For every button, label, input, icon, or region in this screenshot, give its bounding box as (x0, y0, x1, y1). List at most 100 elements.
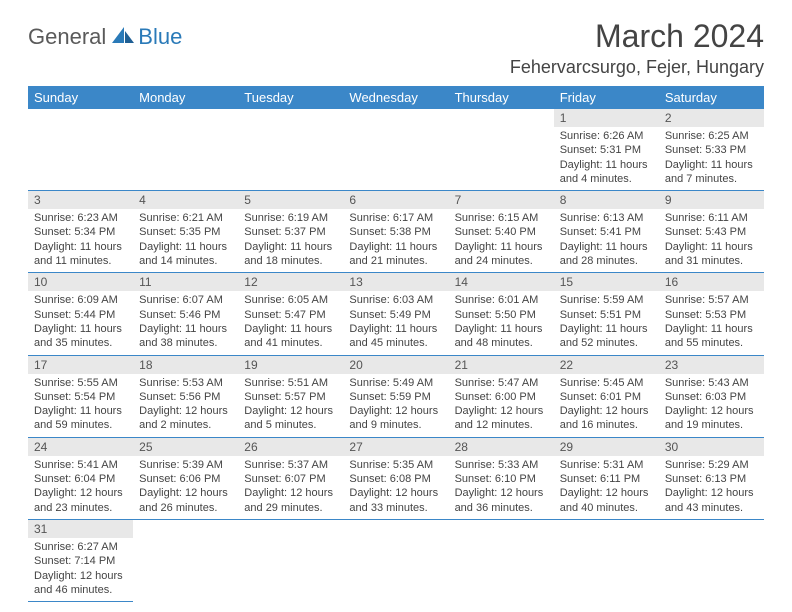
day-details: Sunrise: 5:33 AMSunset: 6:10 PMDaylight:… (449, 456, 554, 519)
day-details: Sunrise: 5:29 AMSunset: 6:13 PMDaylight:… (659, 456, 764, 519)
empty-cell (343, 109, 448, 191)
weekday-header: Tuesday (238, 86, 343, 109)
day-number: 28 (449, 438, 554, 456)
day-number: 16 (659, 273, 764, 291)
weekday-header: Friday (554, 86, 659, 109)
day-number: 30 (659, 438, 764, 456)
day-cell: 15Sunrise: 5:59 AMSunset: 5:51 PMDayligh… (554, 273, 659, 355)
day-cell: 31Sunrise: 6:27 AMSunset: 7:14 PMDayligh… (28, 519, 133, 601)
day-number: 14 (449, 273, 554, 291)
day-cell: 22Sunrise: 5:45 AMSunset: 6:01 PMDayligh… (554, 355, 659, 437)
day-number: 23 (659, 356, 764, 374)
day-cell: 20Sunrise: 5:49 AMSunset: 5:59 PMDayligh… (343, 355, 448, 437)
weekday-header: Saturday (659, 86, 764, 109)
day-details: Sunrise: 6:13 AMSunset: 5:41 PMDaylight:… (554, 209, 659, 272)
day-number: 26 (238, 438, 343, 456)
day-cell: 26Sunrise: 5:37 AMSunset: 6:07 PMDayligh… (238, 437, 343, 519)
day-details: Sunrise: 6:21 AMSunset: 5:35 PMDaylight:… (133, 209, 238, 272)
weekday-header: Wednesday (343, 86, 448, 109)
day-cell: 10Sunrise: 6:09 AMSunset: 5:44 PMDayligh… (28, 273, 133, 355)
day-details: Sunrise: 5:57 AMSunset: 5:53 PMDaylight:… (659, 291, 764, 354)
day-details: Sunrise: 6:07 AMSunset: 5:46 PMDaylight:… (133, 291, 238, 354)
day-details: Sunrise: 5:51 AMSunset: 5:57 PMDaylight:… (238, 374, 343, 437)
day-number: 20 (343, 356, 448, 374)
day-details: Sunrise: 6:19 AMSunset: 5:37 PMDaylight:… (238, 209, 343, 272)
day-number: 8 (554, 191, 659, 209)
day-number: 24 (28, 438, 133, 456)
day-cell: 11Sunrise: 6:07 AMSunset: 5:46 PMDayligh… (133, 273, 238, 355)
day-cell: 28Sunrise: 5:33 AMSunset: 6:10 PMDayligh… (449, 437, 554, 519)
day-number: 12 (238, 273, 343, 291)
day-details: Sunrise: 6:05 AMSunset: 5:47 PMDaylight:… (238, 291, 343, 354)
day-details: Sunrise: 6:11 AMSunset: 5:43 PMDaylight:… (659, 209, 764, 272)
day-number: 4 (133, 191, 238, 209)
empty-cell (449, 109, 554, 191)
day-details: Sunrise: 5:49 AMSunset: 5:59 PMDaylight:… (343, 374, 448, 437)
header: General Blue March 2024 Fehervarcsurgo, … (28, 18, 764, 78)
day-details: Sunrise: 5:45 AMSunset: 6:01 PMDaylight:… (554, 374, 659, 437)
day-cell: 1Sunrise: 6:26 AMSunset: 5:31 PMDaylight… (554, 109, 659, 191)
day-number: 10 (28, 273, 133, 291)
day-number: 5 (238, 191, 343, 209)
day-cell: 17Sunrise: 5:55 AMSunset: 5:54 PMDayligh… (28, 355, 133, 437)
day-cell: 7Sunrise: 6:15 AMSunset: 5:40 PMDaylight… (449, 191, 554, 273)
day-details: Sunrise: 5:55 AMSunset: 5:54 PMDaylight:… (28, 374, 133, 437)
day-cell: 30Sunrise: 5:29 AMSunset: 6:13 PMDayligh… (659, 437, 764, 519)
day-number: 9 (659, 191, 764, 209)
day-cell: 14Sunrise: 6:01 AMSunset: 5:50 PMDayligh… (449, 273, 554, 355)
day-cell: 27Sunrise: 5:35 AMSunset: 6:08 PMDayligh… (343, 437, 448, 519)
calendar-body: 1Sunrise: 6:26 AMSunset: 5:31 PMDaylight… (28, 109, 764, 602)
day-details: Sunrise: 5:39 AMSunset: 6:06 PMDaylight:… (133, 456, 238, 519)
day-details: Sunrise: 5:37 AMSunset: 6:07 PMDaylight:… (238, 456, 343, 519)
day-details: Sunrise: 5:31 AMSunset: 6:11 PMDaylight:… (554, 456, 659, 519)
day-details: Sunrise: 6:01 AMSunset: 5:50 PMDaylight:… (449, 291, 554, 354)
day-details: Sunrise: 6:17 AMSunset: 5:38 PMDaylight:… (343, 209, 448, 272)
page-title: March 2024 (510, 18, 764, 55)
day-cell: 16Sunrise: 5:57 AMSunset: 5:53 PMDayligh… (659, 273, 764, 355)
day-number: 27 (343, 438, 448, 456)
day-number: 13 (343, 273, 448, 291)
day-details: Sunrise: 6:25 AMSunset: 5:33 PMDaylight:… (659, 127, 764, 190)
logo-word2: Blue (138, 24, 182, 50)
empty-cell (133, 519, 238, 601)
day-number: 22 (554, 356, 659, 374)
day-cell: 9Sunrise: 6:11 AMSunset: 5:43 PMDaylight… (659, 191, 764, 273)
day-details: Sunrise: 6:03 AMSunset: 5:49 PMDaylight:… (343, 291, 448, 354)
day-details: Sunrise: 5:35 AMSunset: 6:08 PMDaylight:… (343, 456, 448, 519)
day-cell: 13Sunrise: 6:03 AMSunset: 5:49 PMDayligh… (343, 273, 448, 355)
day-number: 29 (554, 438, 659, 456)
day-details: Sunrise: 5:47 AMSunset: 6:00 PMDaylight:… (449, 374, 554, 437)
logo: General Blue (28, 24, 182, 50)
empty-cell (238, 519, 343, 601)
day-number: 18 (133, 356, 238, 374)
day-cell: 2Sunrise: 6:25 AMSunset: 5:33 PMDaylight… (659, 109, 764, 191)
day-number: 3 (28, 191, 133, 209)
day-details: Sunrise: 5:43 AMSunset: 6:03 PMDaylight:… (659, 374, 764, 437)
weekday-header-row: SundayMondayTuesdayWednesdayThursdayFrid… (28, 86, 764, 109)
empty-cell (449, 519, 554, 601)
day-details: Sunrise: 6:27 AMSunset: 7:14 PMDaylight:… (28, 538, 133, 601)
title-block: March 2024 Fehervarcsurgo, Fejer, Hungar… (510, 18, 764, 78)
empty-cell (28, 109, 133, 191)
day-number: 25 (133, 438, 238, 456)
day-cell: 19Sunrise: 5:51 AMSunset: 5:57 PMDayligh… (238, 355, 343, 437)
day-cell: 18Sunrise: 5:53 AMSunset: 5:56 PMDayligh… (133, 355, 238, 437)
day-number: 11 (133, 273, 238, 291)
day-number: 21 (449, 356, 554, 374)
weekday-header: Thursday (449, 86, 554, 109)
location: Fehervarcsurgo, Fejer, Hungary (510, 57, 764, 78)
day-cell: 25Sunrise: 5:39 AMSunset: 6:06 PMDayligh… (133, 437, 238, 519)
day-cell: 8Sunrise: 6:13 AMSunset: 5:41 PMDaylight… (554, 191, 659, 273)
empty-cell (238, 109, 343, 191)
day-number: 1 (554, 109, 659, 127)
empty-cell (343, 519, 448, 601)
logo-word1: General (28, 24, 106, 50)
day-cell: 29Sunrise: 5:31 AMSunset: 6:11 PMDayligh… (554, 437, 659, 519)
day-number: 19 (238, 356, 343, 374)
day-cell: 12Sunrise: 6:05 AMSunset: 5:47 PMDayligh… (238, 273, 343, 355)
day-cell: 24Sunrise: 5:41 AMSunset: 6:04 PMDayligh… (28, 437, 133, 519)
empty-cell (554, 519, 659, 601)
day-number: 2 (659, 109, 764, 127)
day-details: Sunrise: 5:59 AMSunset: 5:51 PMDaylight:… (554, 291, 659, 354)
calendar-table: SundayMondayTuesdayWednesdayThursdayFrid… (28, 86, 764, 602)
